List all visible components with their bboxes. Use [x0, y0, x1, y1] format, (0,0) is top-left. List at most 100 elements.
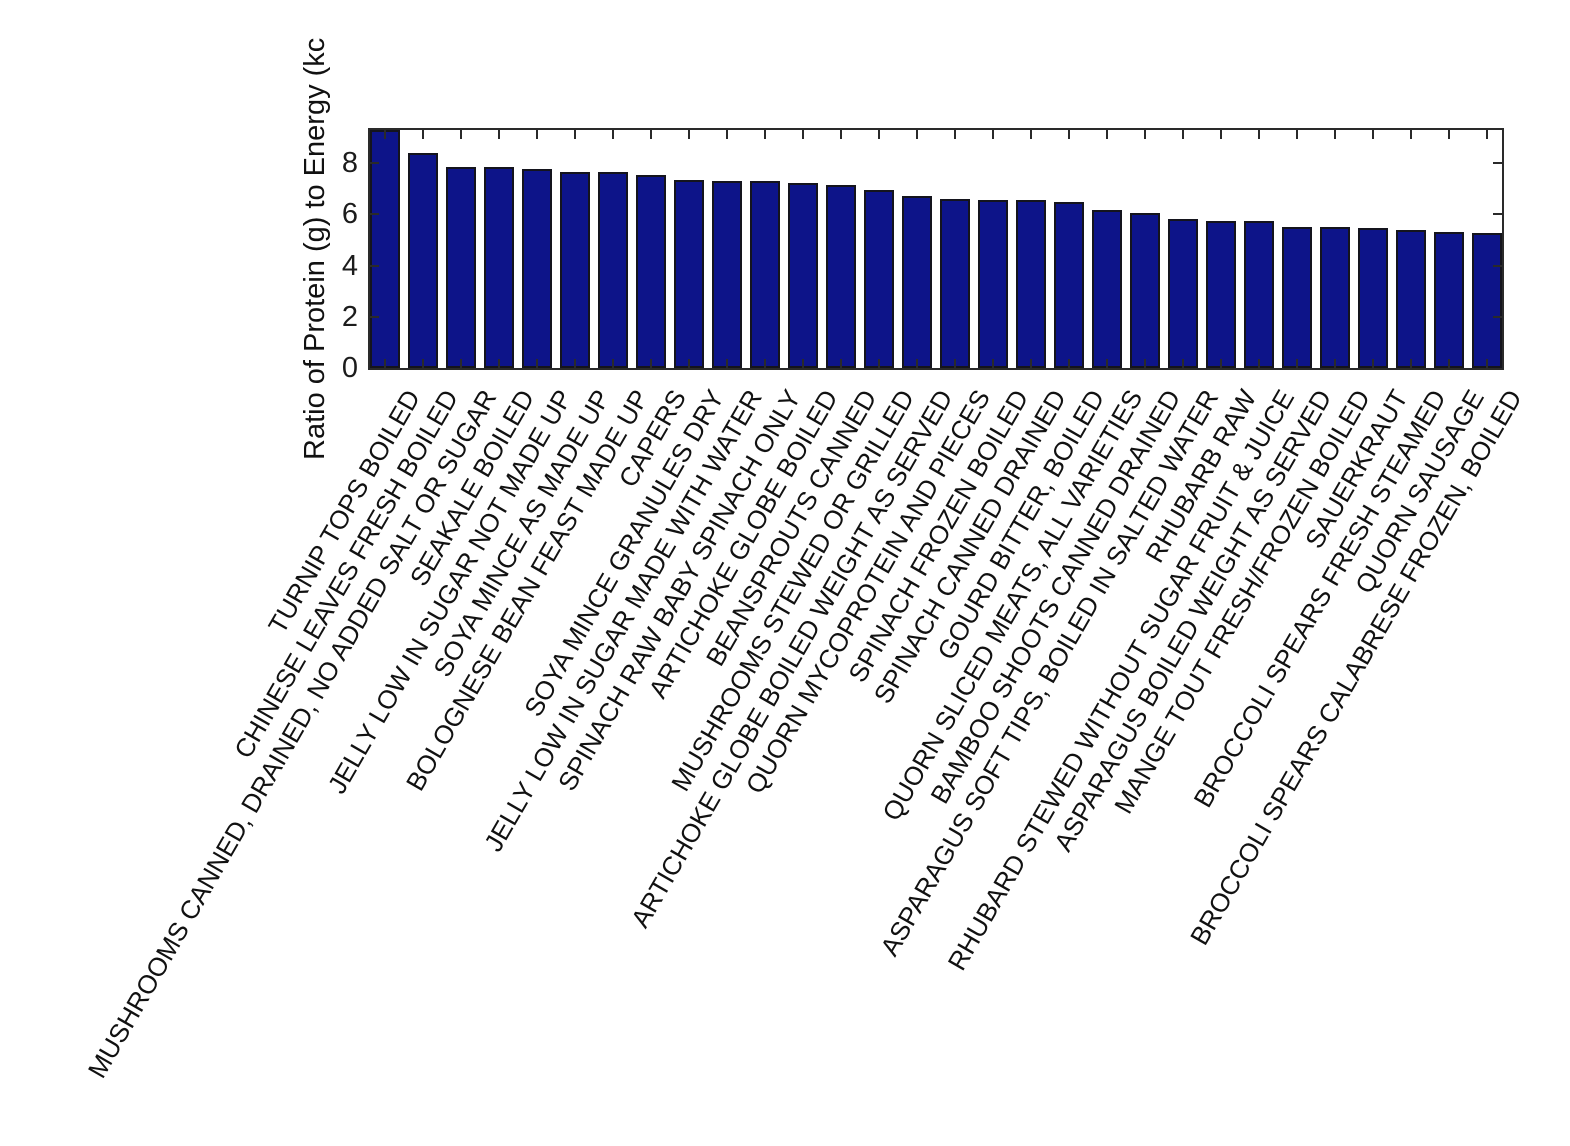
x-tick-top [991, 130, 994, 139]
bar [1281, 226, 1313, 368]
bar [483, 167, 515, 368]
bar [1395, 229, 1426, 368]
x-tick-bottom [953, 359, 956, 368]
y-tick-left [370, 213, 379, 216]
bar [635, 174, 667, 368]
y-tick-label: 6 [341, 198, 358, 231]
x-tick-bottom [688, 359, 691, 368]
bar [445, 167, 477, 368]
x-tick-bottom [1257, 359, 1260, 368]
x-tick-bottom [460, 359, 463, 368]
x-tick-bottom [1105, 359, 1108, 368]
x-tick-top [688, 130, 691, 139]
bar [1243, 221, 1275, 368]
bar [1357, 228, 1389, 368]
y-tick-right [1493, 162, 1502, 165]
x-tick-bottom [574, 359, 577, 368]
x-tick-top [1219, 130, 1222, 139]
x-tick-top [384, 130, 387, 139]
x-tick-bottom [1295, 359, 1298, 368]
x-tick-top [916, 130, 918, 139]
x-tick-top [840, 130, 843, 139]
x-tick-bottom [840, 359, 843, 368]
x-tick-bottom [1409, 359, 1412, 368]
y-tick-right [1493, 315, 1502, 318]
bar [787, 182, 819, 368]
x-tick-bottom [1333, 359, 1336, 368]
x-tick-bottom [991, 359, 994, 368]
x-tick-top [1409, 130, 1412, 139]
x-tick-top [953, 130, 956, 139]
bar [977, 199, 1009, 368]
y-tick-right [1493, 264, 1502, 267]
x-tick-top [764, 130, 767, 139]
y-tick-left [370, 315, 379, 318]
x-tick-top [1485, 130, 1488, 139]
x-tick-top [726, 130, 729, 139]
bar [1433, 231, 1464, 368]
x-tick-top [612, 130, 615, 139]
y-tick-right [1493, 213, 1502, 216]
plot-area [368, 128, 1504, 370]
x-tick-bottom [1181, 359, 1184, 368]
x-tick-bottom [536, 359, 539, 368]
bar [825, 184, 857, 368]
bar [1471, 233, 1502, 368]
x-tick-top [1257, 130, 1260, 139]
x-tick-top [422, 130, 425, 139]
x-tick-bottom [726, 359, 729, 368]
bar [1053, 202, 1085, 368]
x-tick-top [1447, 130, 1450, 139]
bar [559, 172, 591, 368]
bar [521, 169, 553, 368]
bar [901, 196, 933, 368]
y-tick-left [370, 162, 379, 165]
x-tick-bottom [878, 359, 881, 368]
x-tick-bottom [1029, 359, 1032, 368]
x-tick-bottom [764, 359, 767, 368]
x-tick-bottom [612, 359, 615, 368]
x-tick-top [574, 130, 577, 139]
x-tick-top [1029, 130, 1032, 139]
x-tick-top [460, 130, 463, 139]
bar [407, 153, 439, 368]
x-tick-bottom [1447, 359, 1450, 368]
x-tick-bottom [1485, 359, 1488, 368]
y-axis-label: Ratio of Protein (g) to Energy (kc [299, 37, 331, 460]
bar [673, 179, 705, 368]
x-tick-top [1143, 130, 1146, 139]
bar [711, 180, 743, 368]
x-tick-bottom [422, 359, 425, 368]
x-tick-top [1105, 130, 1108, 139]
x-tick-bottom [916, 359, 918, 368]
x-tick-bottom [1143, 359, 1146, 368]
x-tick-bottom [384, 359, 387, 368]
x-tick-top [650, 130, 653, 139]
bar [939, 199, 971, 368]
x-tick-bottom [1067, 359, 1070, 368]
bar [863, 190, 895, 368]
x-tick-top [1295, 130, 1298, 139]
x-tick-bottom [498, 359, 501, 368]
x-tick-top [1371, 130, 1374, 139]
x-tick-top [802, 130, 805, 139]
x-tick-bottom [802, 359, 805, 368]
y-tick-label: 4 [341, 249, 358, 282]
bar [1319, 226, 1351, 368]
x-tick-top [498, 130, 501, 139]
x-tick-bottom [650, 359, 653, 368]
bar [370, 130, 401, 368]
bar [749, 180, 781, 368]
x-tick-top [1067, 130, 1070, 139]
x-tick-bottom [1371, 359, 1374, 368]
y-tick-label: 2 [341, 300, 358, 333]
bar [1167, 219, 1199, 368]
x-tick-top [1181, 130, 1184, 139]
x-tick-bottom [1219, 359, 1222, 368]
bar [1015, 199, 1047, 368]
bar [597, 172, 629, 368]
y-tick-label: 8 [341, 147, 358, 180]
y-tick-left [370, 264, 379, 267]
x-tick-top [536, 130, 539, 139]
